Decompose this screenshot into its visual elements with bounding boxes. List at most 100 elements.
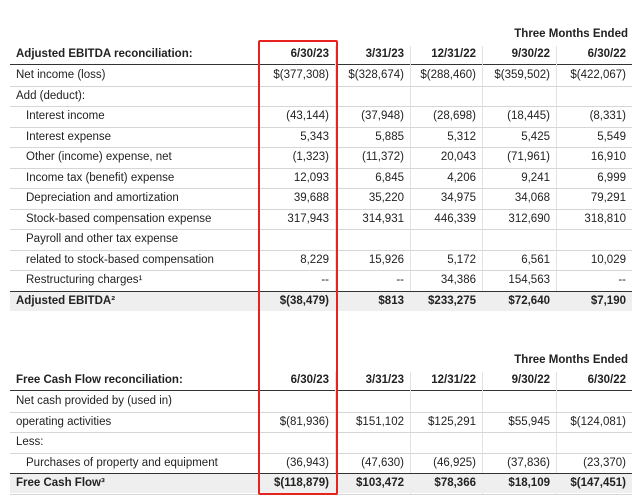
row-rule (10, 126, 632, 128)
row-rule (10, 167, 632, 169)
value-cell: 6,845 (375, 171, 404, 184)
bottom-rule (10, 493, 632, 495)
value-cell: 317,943 (287, 212, 329, 225)
column-header: 9/30/22 (511, 374, 550, 386)
column-separator (410, 46, 411, 311)
row-rule (10, 432, 632, 433)
total-row-bg (10, 473, 632, 493)
row-label: Income tax (benefit) expense (26, 171, 175, 184)
row-rule (10, 452, 632, 454)
row-rule (10, 85, 632, 87)
row-rule (10, 249, 632, 251)
row-label: Less: (16, 436, 44, 448)
row-label: operating activities (16, 415, 112, 428)
value-cell: 20,043 (440, 151, 476, 163)
value-cell: (43,144) (286, 110, 329, 122)
value-cell: $125,291 (428, 415, 476, 428)
value-cell: 16,910 (590, 151, 626, 163)
value-cell: $(328,674) (348, 69, 404, 81)
value-cell: 10,029 (590, 253, 626, 266)
column-separator (482, 46, 483, 311)
period-heading: Three Months Ended (514, 28, 628, 40)
row-rule (10, 188, 632, 189)
value-cell: 8,229 (300, 253, 329, 266)
value-cell: 6,999 (597, 171, 626, 184)
value-cell: 34,975 (440, 192, 476, 204)
row-rule (10, 106, 632, 107)
value-cell: 5,312 (447, 130, 476, 143)
value-cell: (47,630) (361, 456, 404, 469)
value-cell: $(288,460) (420, 69, 476, 81)
column-header: 3/31/23 (365, 374, 404, 386)
value-cell: $78,366 (434, 477, 476, 489)
value-cell: $(359,502) (494, 69, 550, 81)
value-cell: 446,339 (434, 212, 476, 225)
value-cell: 312,690 (508, 212, 550, 225)
column-header: 12/31/22 (431, 374, 476, 386)
value-cell: $(38,479) (279, 294, 329, 307)
row-label: Depreciation and amortization (26, 192, 179, 204)
column-header: 6/30/22 (587, 374, 626, 386)
row-label: Net cash provided by (used in) (16, 395, 172, 407)
value-cell: $7,190 (590, 294, 626, 307)
column-header: 6/30/23 (290, 374, 329, 386)
total-rule (10, 473, 632, 474)
value-cell: (18,445) (507, 110, 550, 122)
value-cell: -- (618, 274, 626, 286)
value-cell: 6,561 (521, 253, 550, 266)
value-cell: -- (321, 274, 329, 286)
value-cell: -- (396, 274, 404, 286)
value-cell: 35,220 (368, 192, 404, 204)
row-rule (10, 229, 632, 230)
value-cell: 9,241 (521, 171, 550, 184)
value-cell: (37,948) (361, 110, 404, 122)
value-cell: 5,172 (447, 253, 476, 266)
value-cell: $(147,451) (570, 477, 626, 489)
period-heading: Three Months Ended (514, 354, 628, 366)
value-cell: $55,945 (508, 415, 550, 428)
row-label: Payroll and other tax expense (26, 233, 179, 245)
row-rule (10, 411, 632, 413)
value-cell: (8,331) (589, 110, 626, 122)
row-label: Add (deduct): (16, 89, 86, 102)
column-header: 6/30/22 (587, 48, 626, 60)
value-cell: 34,386 (440, 274, 476, 286)
value-cell: (36,943) (286, 456, 329, 469)
value-cell: 318,810 (584, 212, 626, 225)
value-cell: $813 (378, 294, 404, 307)
row-label: Interest income (26, 110, 105, 122)
value-cell: $72,640 (508, 294, 550, 307)
value-cell: $(422,067) (570, 69, 626, 81)
row-rule (10, 270, 632, 271)
value-cell: $233,275 (428, 294, 476, 307)
row-label: Stock-based compensation expense (26, 212, 212, 225)
header-rule (10, 64, 632, 65)
value-cell: 12,093 (293, 171, 329, 184)
row-label: Adjusted EBITDA² (16, 294, 116, 307)
row-label: Purchases of property and equipment (26, 456, 218, 469)
value-cell: 79,291 (590, 192, 626, 204)
value-cell: (1,323) (292, 151, 329, 163)
row-label: Interest expense (26, 130, 112, 143)
row-label: Net income (loss) (16, 69, 106, 81)
value-cell: $18,109 (508, 477, 550, 489)
value-cell: 5,343 (300, 130, 329, 143)
value-cell: (71,961) (507, 151, 550, 163)
column-separator (335, 46, 336, 311)
value-cell: 154,563 (508, 274, 550, 286)
value-cell: 4,206 (447, 171, 476, 184)
row-label: Free Cash Flow³ (16, 477, 105, 489)
value-cell: $(118,879) (274, 477, 329, 489)
row-rule (10, 147, 632, 148)
value-cell: $103,472 (356, 477, 404, 489)
value-cell: (23,370) (583, 456, 626, 469)
column-header: 3/31/23 (365, 48, 404, 60)
value-cell: $(81,936) (279, 415, 329, 428)
row-label: related to stock-based compensation (26, 253, 214, 266)
value-cell: 5,549 (597, 130, 626, 143)
column-separator (556, 46, 557, 311)
column-header: 12/31/22 (431, 48, 476, 60)
value-cell: 34,068 (514, 192, 550, 204)
value-cell: 314,931 (362, 212, 404, 225)
